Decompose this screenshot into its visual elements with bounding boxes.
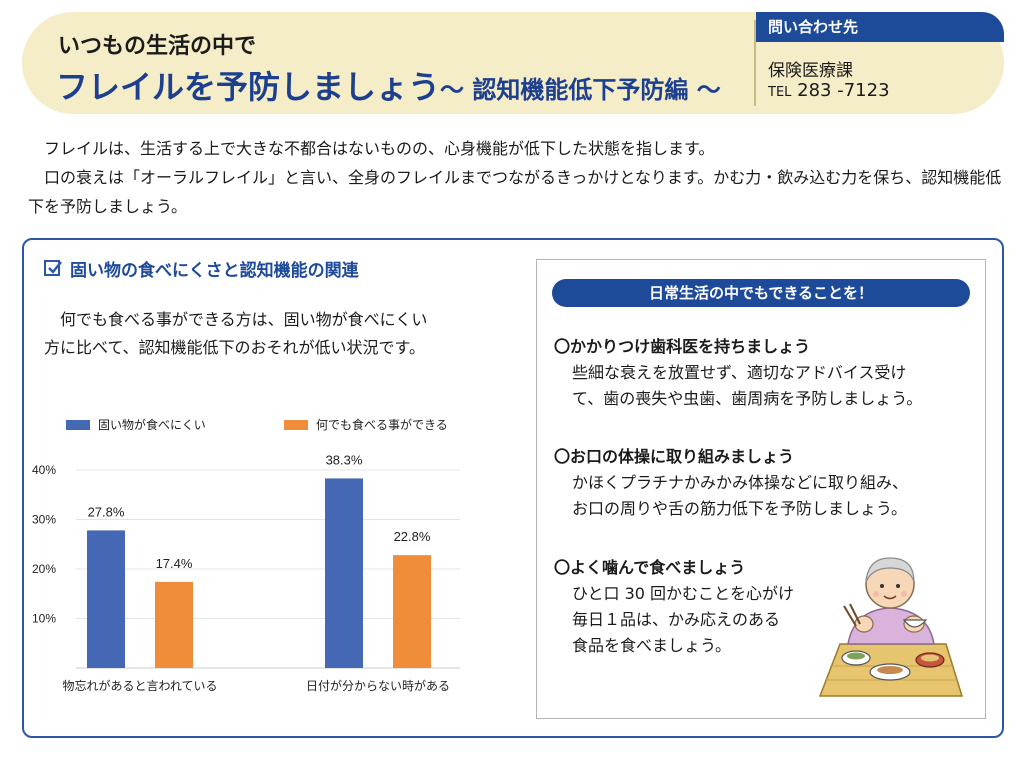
legend-item-series-2: 何でも食べる事ができる bbox=[284, 416, 448, 433]
legend-item-series-1: 固い物が食べにくい bbox=[66, 416, 206, 433]
tip-line: 食品を食べましょう。 bbox=[572, 636, 732, 655]
legend-label: 何でも食べる事ができる bbox=[316, 418, 448, 432]
page-title-sub: ～ 認知機能低下予防編 ～ bbox=[440, 75, 721, 104]
tip-line: ひと口 30 回かむことを心がけ bbox=[572, 584, 795, 603]
header-divider bbox=[754, 20, 756, 106]
legend-label: 固い物が食べにくい bbox=[98, 418, 206, 432]
tip-title: 〇お口の体操に取り組みましょう bbox=[554, 447, 795, 466]
tip-body: かほくプラチナかみかみ体操などに取り組み、 お口の周りや舌の筋力低下を予防しまし… bbox=[572, 470, 908, 522]
x-tick-label: 日付が分からない時がある bbox=[306, 678, 450, 693]
bar bbox=[393, 555, 431, 668]
x-tick-label: 物忘れがあると言われている bbox=[62, 678, 217, 693]
intro-paragraph: フレイルは、生活する上で大きな不都合はないものの、心身機能が低下した状態を指しま… bbox=[44, 139, 715, 158]
section-description: 何でも食べる事ができる方は、固い物が食べにくい 方に比べて、認知機能低下のおそれ… bbox=[44, 306, 504, 362]
elderly-woman-eating-illustration bbox=[818, 557, 964, 697]
page-title: フレイルを予防しましょう～ 認知機能低下予防編 ～ bbox=[56, 62, 721, 108]
main-panel bbox=[22, 238, 1004, 738]
intro-text: フレイルは、生活する上で大きな不都合はないものの、心身機能が低下した状態を指しま… bbox=[28, 134, 1008, 221]
page-title-main: フレイルを予防しましょう bbox=[56, 68, 441, 106]
data-label: 17.4% bbox=[156, 556, 193, 571]
tip-body: 些細な衰えを放置せず、適切なアドバイス受け て、歯の喪失や虫歯、歯周病を予防しま… bbox=[572, 360, 922, 412]
tip-line: お口の周りや舌の筋力低下を予防しましょう。 bbox=[572, 499, 908, 518]
data-label: 38.3% bbox=[326, 452, 363, 467]
tip-line: かほくプラチナかみかみ体操などに取り組み、 bbox=[572, 473, 909, 492]
tel-number: 283 -7123 bbox=[797, 80, 890, 101]
tip-line: 些細な衰えを放置せず、適切なアドバイス受け bbox=[572, 363, 907, 382]
contact-box: 問い合わせ先 保険医療課 TEL 283 -7123 bbox=[756, 12, 1004, 114]
tips-banner: 日常生活の中でもできることを！ bbox=[552, 279, 970, 307]
tip-title: 〇よく噛んで食べましょう bbox=[554, 558, 746, 577]
legend-swatch-blue bbox=[66, 420, 90, 430]
tip-line: 毎日１品は、かみ応えのある bbox=[572, 610, 781, 629]
data-label: 27.8% bbox=[88, 504, 125, 519]
tip-title: 〇かかりつけ歯科医を持ちましょう bbox=[554, 337, 811, 356]
y-tick-label: 10% bbox=[32, 612, 56, 626]
legend-swatch-orange bbox=[284, 420, 308, 430]
contact-department: 保険医療課 bbox=[768, 61, 853, 81]
section-desc-line: 方に比べて、認知機能低下のおそれが低い状況です。 bbox=[44, 338, 425, 357]
contact-tel: TEL 283 -7123 bbox=[768, 80, 890, 101]
y-tick-label: 20% bbox=[32, 562, 56, 576]
y-tick-label: 30% bbox=[32, 513, 56, 527]
section-desc-line: 何でも食べる事ができる方は、固い物が食べにくい bbox=[44, 310, 428, 329]
contact-heading: 問い合わせ先 bbox=[756, 12, 1004, 42]
tip-body: ひと口 30 回かむことを心がけ 毎日１品は、かみ応えのある 食品を食べましょう… bbox=[572, 581, 794, 659]
tel-label: TEL bbox=[768, 85, 792, 100]
intro-paragraph: 口の衰えは「オーラルフレイル」と言い、全身のフレイルまでつながるきっかけとなりま… bbox=[28, 168, 1002, 216]
data-label: 22.8% bbox=[394, 529, 431, 544]
checkbox-icon bbox=[44, 260, 62, 276]
bar bbox=[325, 478, 363, 668]
bar bbox=[87, 530, 125, 668]
page-subtitle: いつもの生活の中で bbox=[58, 34, 257, 59]
section-title: 固い物の食べにくさと認知機能の関連 bbox=[70, 261, 359, 281]
tip-line: て、歯の喪失や虫歯、歯周病を予防しましょう。 bbox=[572, 389, 923, 408]
bar-chart: 10% 20% 30% 40% 27.8% 17.4% 物忘れがあると言われている 38.3%… bbox=[32, 452, 460, 693]
bar bbox=[155, 581, 193, 668]
y-tick-label: 40% bbox=[32, 463, 56, 477]
